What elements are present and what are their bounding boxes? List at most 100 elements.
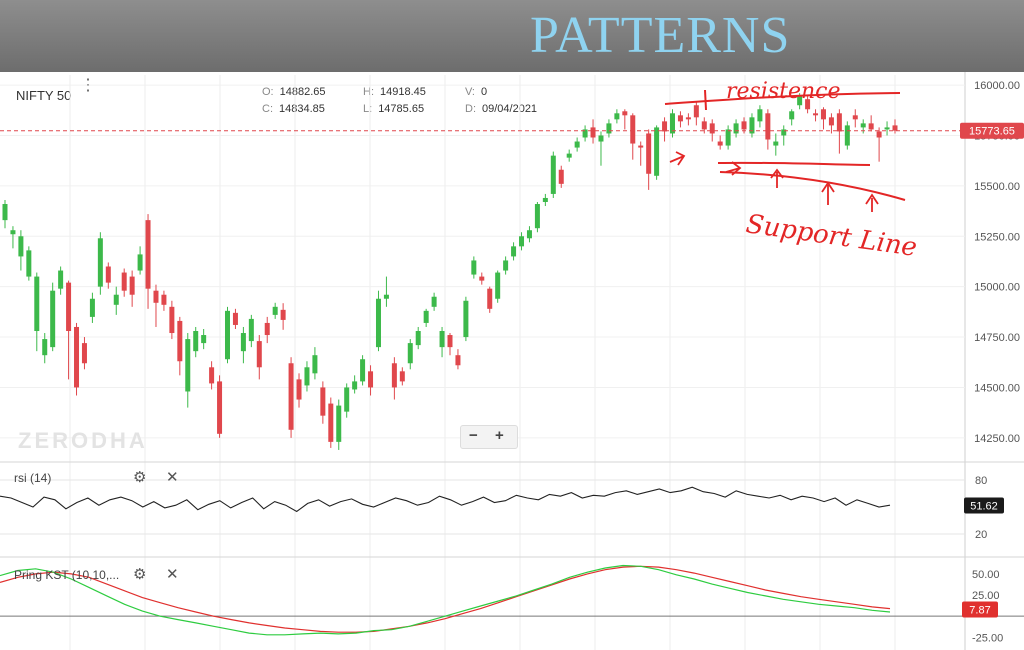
candle-body (741, 121, 747, 130)
gear-icon[interactable]: ⚙ (133, 469, 147, 486)
candle-body (606, 123, 612, 134)
candle-body (264, 322, 270, 336)
candle-body (471, 260, 477, 275)
candle-body (105, 266, 111, 283)
candle-body (137, 254, 143, 271)
candle-body (225, 310, 230, 360)
low-value: L: 14785.65 (363, 103, 425, 115)
candle-body (868, 123, 874, 130)
candle-body (74, 326, 80, 388)
candle-body (550, 155, 556, 194)
candle-body (10, 230, 16, 235)
candle-body (630, 115, 636, 144)
support-arrow (821, 181, 835, 205)
candle-body (622, 111, 628, 116)
candle-body (519, 236, 525, 247)
last-price-badge (960, 122, 1024, 139)
candle-body (558, 169, 564, 184)
candle-body (328, 403, 334, 442)
symbol-label[interactable]: NIFTY 50 (16, 88, 72, 103)
candle-body (375, 298, 381, 348)
candle-body (455, 355, 461, 366)
candle-body (574, 141, 580, 148)
kst-level-label: -25.00 (972, 632, 1003, 644)
open-value: O: 14882.65 (262, 86, 326, 98)
volume-value: V: 0 (465, 86, 488, 98)
candle-body (590, 127, 596, 138)
candle-body (121, 272, 127, 291)
candle-body (272, 306, 278, 315)
candle-body (860, 123, 866, 128)
candle-body (844, 125, 850, 146)
candle-body (534, 204, 540, 229)
candle-body (717, 141, 723, 146)
rsi-level-label: 80 (975, 475, 987, 487)
candle-body (129, 276, 135, 295)
candle-body (654, 127, 660, 176)
resistance-arrow (704, 89, 707, 111)
candle-body (757, 109, 763, 122)
candle-body (280, 309, 286, 320)
candle-body (566, 153, 572, 158)
candle-body (81, 343, 87, 364)
candle-body (304, 367, 310, 386)
candle-body (336, 405, 342, 442)
price-tick-label: 15250.00 (974, 231, 1020, 243)
candle-body (320, 387, 326, 416)
candle-body (42, 339, 48, 356)
candle-body (677, 115, 683, 122)
candle-body (360, 359, 366, 382)
price-tick-label: 15000.00 (974, 282, 1020, 294)
candle-body (399, 371, 405, 382)
zoom-out-button[interactable]: − (469, 427, 478, 444)
candle-body (66, 282, 72, 332)
kst-level-label: 25.00 (972, 590, 1000, 602)
zoom-in-button[interactable]: + (495, 427, 504, 444)
candle-body (177, 320, 183, 362)
candle-body (685, 117, 691, 120)
candle-body (503, 260, 509, 271)
candle-body (58, 270, 64, 289)
candle-body (153, 290, 159, 303)
candle-body (248, 318, 254, 342)
candle-body (113, 294, 119, 305)
candle-body (805, 99, 811, 110)
candle-body (781, 129, 787, 136)
candle-body (352, 381, 358, 390)
candle-body (797, 95, 803, 106)
candle-body (383, 294, 389, 299)
candle-body (34, 276, 40, 332)
zoom-controls: − + (460, 425, 518, 449)
low-label: L: (363, 103, 373, 115)
candle-body (773, 141, 779, 146)
open-label: O: (262, 86, 274, 98)
zerodha-watermark: ZERODHA (18, 428, 148, 453)
candle-body (193, 331, 199, 352)
support-line-2 (719, 171, 906, 201)
candle-body (820, 109, 826, 120)
candle-body (725, 129, 731, 146)
candle-body (765, 113, 771, 140)
gear-icon[interactable]: ⚙ (133, 566, 147, 583)
last-price-label: 15773.65 (969, 126, 1015, 138)
close-value: C: 14834.85 (262, 103, 325, 115)
candle-body (50, 290, 56, 348)
close-icon[interactable]: ✕ (166, 469, 179, 486)
candle-body (463, 300, 469, 338)
date-label: D: (465, 103, 476, 115)
high-label: H: (363, 86, 374, 98)
close-icon[interactable]: ✕ (166, 566, 179, 583)
support-arrow (669, 151, 686, 166)
candle-body (836, 113, 842, 132)
kst-value-label: 7.87 (969, 605, 990, 617)
close-label: C: (262, 103, 273, 115)
title-banner: PATTERNS (0, 0, 1024, 72)
candle-body (407, 343, 413, 364)
candle-body (201, 335, 207, 344)
candle-body (18, 236, 24, 257)
candle-body (876, 131, 882, 138)
candle-body (296, 379, 302, 400)
candle-body (391, 363, 397, 388)
candle-body (884, 127, 890, 130)
